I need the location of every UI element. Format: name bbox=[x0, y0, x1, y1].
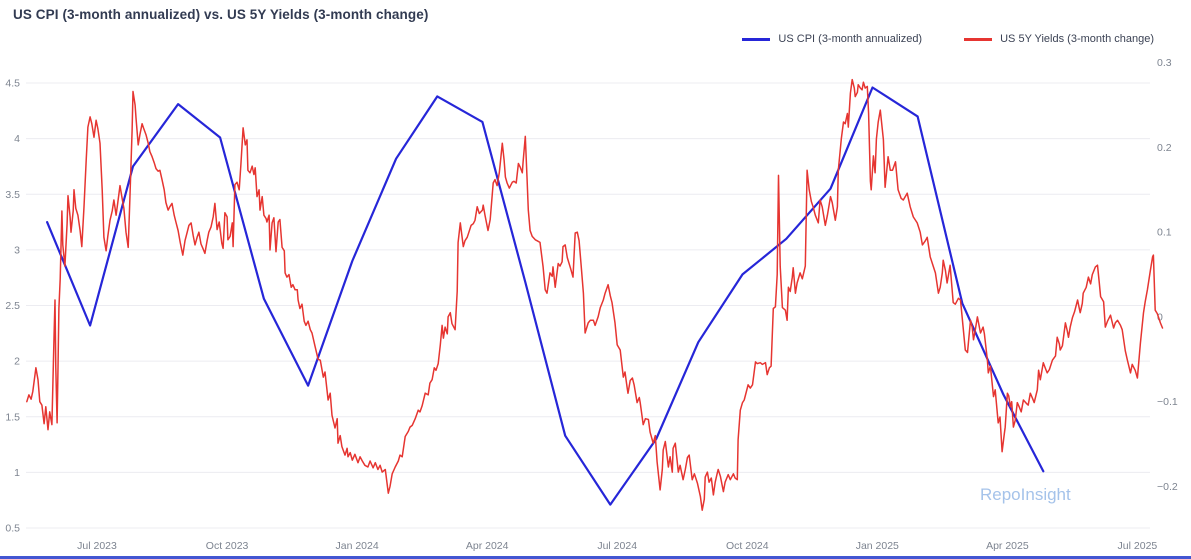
x-axis-tick-label: Oct 2024 bbox=[726, 540, 769, 552]
x-axis-tick-label: Jul 2024 bbox=[597, 540, 637, 552]
left-axis-tick-label: 1.5 bbox=[5, 411, 20, 423]
chart-title: US CPI (3-month annualized) vs. US 5Y Yi… bbox=[13, 7, 429, 22]
yields-line-series bbox=[26, 78, 1164, 511]
yields-line-swatch-icon bbox=[964, 37, 993, 41]
x-axis-tick-label: Oct 2023 bbox=[206, 540, 249, 552]
left-axis-tick-label: 4.5 bbox=[5, 78, 20, 90]
x-axis-tick-label: Jan 2024 bbox=[335, 540, 378, 552]
left-axis-tick-label: 0.5 bbox=[5, 523, 20, 535]
x-axis-labels: Jul 2023 Oct 2023 Jan 2024 Apr 2024 Jul 2024… bbox=[77, 540, 1157, 552]
right-axis-tick-label: 0.1 bbox=[1157, 227, 1172, 239]
left-axis-tick-label: 3 bbox=[14, 244, 20, 256]
x-axis-tick-label: Jul 2025 bbox=[1118, 540, 1158, 552]
bottom-accent-bar bbox=[0, 556, 1191, 559]
right-axis-tick-label: −0.1 bbox=[1157, 396, 1178, 408]
left-axis-tick-label: 3.5 bbox=[5, 189, 20, 201]
x-axis-tick-label: Apr 2024 bbox=[466, 540, 509, 552]
x-axis-tick-label: Apr 2025 bbox=[986, 540, 1029, 552]
cpi-line-swatch-icon bbox=[742, 37, 771, 41]
left-axis-labels: 4.5 4 3.5 3 2.5 2 1.5 1 0.5 bbox=[5, 78, 20, 535]
cpi-line-series bbox=[46, 86, 1045, 506]
gridlines bbox=[26, 82, 1150, 529]
x-axis-tick-label: Jul 2023 bbox=[77, 540, 117, 552]
x-axis-tick-label: Jan 2025 bbox=[856, 540, 899, 552]
right-axis-tick-label: −0.2 bbox=[1157, 481, 1178, 493]
legend-item-yields[interactable]: US 5Y Yields (3-month change) bbox=[964, 33, 1154, 45]
left-axis-tick-label: 4 bbox=[14, 133, 20, 145]
legend-item-cpi[interactable]: US CPI (3-month annualized) bbox=[742, 33, 922, 45]
legend-label: US 5Y Yields (3-month change) bbox=[1000, 33, 1154, 45]
right-axis-labels: 0.3 0.2 0.1 0 −0.1 −0.2 bbox=[1157, 57, 1178, 493]
left-axis-tick-label: 2.5 bbox=[5, 300, 20, 312]
left-axis-tick-label: 2 bbox=[14, 356, 20, 368]
watermark: RepoInsight bbox=[980, 485, 1071, 504]
right-axis-tick-label: 0.3 bbox=[1157, 57, 1172, 69]
legend: US CPI (3-month annualized) US 5Y Yields… bbox=[742, 33, 1154, 45]
left-axis-tick-label: 1 bbox=[14, 467, 20, 479]
right-axis-tick-label: 0.2 bbox=[1157, 142, 1172, 154]
legend-label: US CPI (3-month annualized) bbox=[778, 33, 923, 45]
right-axis-tick-label: 0 bbox=[1157, 311, 1163, 323]
